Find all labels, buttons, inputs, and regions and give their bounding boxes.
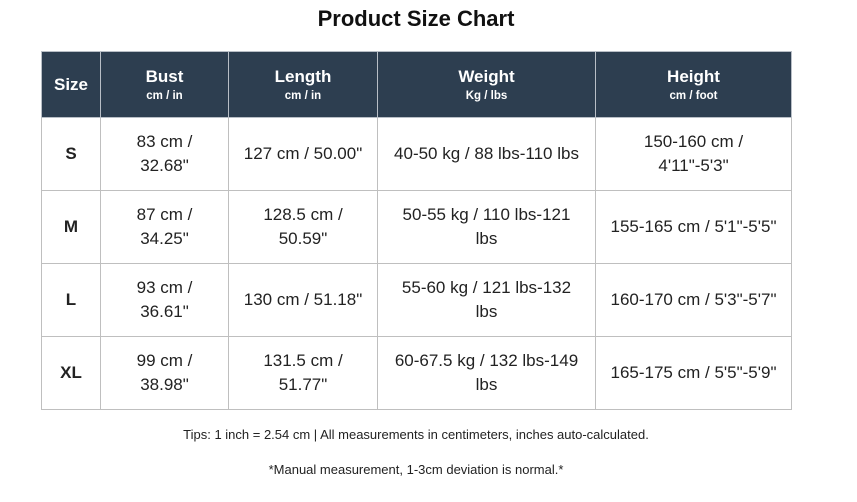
size-cell: S [41,117,101,191]
column-header: Weight Kg / lbs [377,51,596,118]
cell: 99 cm / 38.98" [100,336,229,410]
cell: 150-160 cm / 4'11"-5'3" [595,117,792,191]
column-header: Length cm / in [228,51,378,118]
cell: 50-55 kg / 110 lbs-121 lbs [377,190,596,264]
cell: 128.5 cm / 50.59" [228,190,378,264]
column-header: Height cm / foot [595,51,792,118]
cell: 165-175 cm / 5'5"-5'9" [595,336,792,410]
column-unit: cm / foot [669,90,718,102]
table-body: S 83 cm / 32.68" 127 cm / 50.00" 40-50 kg /… [41,117,792,410]
size-cell: XL [41,336,101,410]
column-unit: cm / in [146,90,183,102]
cell: 130 cm / 51.18" [228,263,378,337]
cell: 55-60 kg / 121 lbs-132 lbs [377,263,596,337]
column-name: Length [274,67,332,86]
title: Product Size Chart [317,6,515,31]
size-cell: M [41,190,101,264]
table-row: L 93 cm / 36.61" 130 cm / 51.18" 55-60 kg /… [41,263,792,337]
column-name: Bust [145,67,184,86]
header-row: Size Bust cm / in Length cm / in Weight Kg / l… [41,51,792,118]
cell: 160-170 cm / 5'3"-5'7" [595,263,792,337]
column-name: Size [53,74,89,94]
cell: 40-50 kg / 88 lbs-110 lbs [377,117,596,191]
column-header: Bust cm / in [100,51,229,118]
note: *Manual measurement, 1-3cm deviation is … [268,462,564,477]
tips: Tips: 1 inch = 2.54 cm | All measurement… [183,427,649,442]
table-row: XL 99 cm / 38.98" 131.5 cm / 51.77" 60-67.5… [41,336,792,410]
column-unit: cm / in [284,90,322,102]
cell: 131.5 cm / 51.77" [228,336,378,410]
cell: 127 cm / 50.00" [228,117,378,191]
cell: 60-67.5 kg / 132 lbs-149 lbs [377,336,596,410]
column-name: Weight [458,67,515,86]
cell: 155-165 cm / 5'1"-5'5" [595,190,792,264]
cell: 93 cm / 36.61" [100,263,229,337]
size-cell: L [41,263,101,337]
cell: 83 cm / 32.68" [100,117,229,191]
size-table: Size Bust cm / in Length cm / in Weight Kg / l… [41,51,792,410]
table-row: M 87 cm / 34.25" 128.5 cm / 50.59" 50-55 kg… [41,190,792,264]
cell: 87 cm / 34.25" [100,190,229,264]
table-row: S 83 cm / 32.68" 127 cm / 50.00" 40-50 kg /… [41,117,792,191]
column-name: Height [667,67,720,86]
column-header: Size [41,51,101,118]
column-unit: Kg / lbs [465,90,508,102]
